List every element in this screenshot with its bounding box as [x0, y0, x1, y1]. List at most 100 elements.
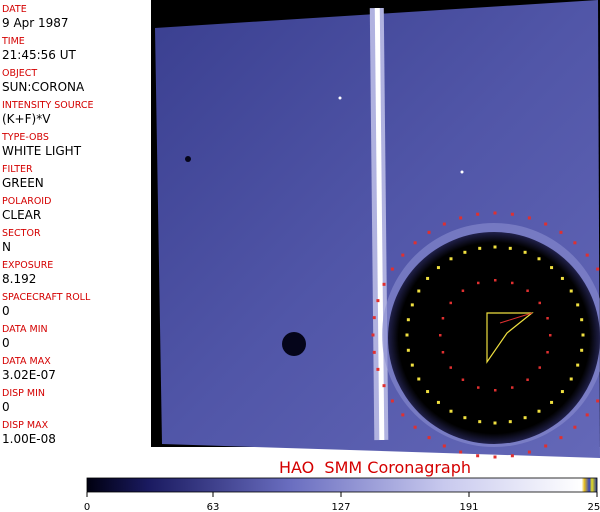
red-dot	[382, 384, 386, 388]
field-label: POLAROID	[2, 196, 52, 207]
red-dot	[476, 212, 480, 216]
field-label: INTENSITY SOURCE	[2, 100, 94, 111]
red-dot	[477, 386, 480, 389]
yellow-dot	[436, 400, 440, 404]
red-dot	[544, 222, 548, 226]
red-dot	[585, 253, 589, 257]
yellow-dot	[478, 420, 482, 424]
yellow-dot	[410, 303, 414, 307]
field-label: DISP MIN	[2, 388, 46, 399]
bright-pixel	[460, 170, 464, 174]
field-value: 9 Apr 1987	[2, 16, 69, 30]
yellow-dot	[523, 416, 527, 420]
red-dot	[476, 454, 480, 458]
yellow-dot	[550, 266, 554, 270]
pylon	[374, 7, 385, 441]
red-dot	[510, 386, 514, 389]
red-dot	[449, 301, 453, 305]
field-label: SPACECRAFT ROLL	[2, 292, 91, 303]
red-dot	[493, 211, 497, 215]
colorbar-tick-label: 255	[587, 502, 600, 512]
yellow-dot	[523, 250, 527, 254]
colorbar: 0 63 127 191 255	[84, 477, 600, 512]
occulting-disk	[388, 232, 600, 444]
red-dot	[546, 317, 549, 320]
red-dot	[510, 212, 514, 216]
yellow-dot	[576, 363, 580, 367]
yellow-dot	[449, 409, 453, 413]
field-label: TIME	[2, 36, 25, 47]
colorbar-tick-label: 127	[331, 502, 350, 512]
red-dot	[413, 425, 417, 429]
field-label: TYPE-OBS	[2, 132, 49, 143]
red-dot	[376, 367, 380, 371]
colorbar-tick-label: 0	[84, 502, 90, 512]
red-dot	[461, 378, 465, 381]
red-dot	[390, 399, 394, 403]
sector-outline	[486, 312, 534, 364]
yellow-dot	[463, 250, 467, 254]
field-value: 0	[2, 336, 10, 350]
field-label: EXPOSURE	[2, 260, 54, 271]
red-dot	[439, 334, 442, 337]
field-value: SUN:CORONA	[2, 80, 85, 94]
yellow-dot	[463, 416, 467, 420]
red-dot	[544, 444, 548, 448]
field-value: 3.02E-07	[2, 368, 56, 382]
red-dot	[459, 450, 463, 454]
field-label: DISP MAX	[2, 420, 49, 431]
yellow-dot	[406, 348, 410, 352]
red-dot	[527, 450, 531, 454]
yellow-dot	[580, 348, 584, 352]
red-dot	[442, 444, 446, 448]
yellow-dot	[478, 246, 482, 250]
dark-spot	[282, 332, 306, 356]
yellow-dot	[493, 421, 497, 425]
field-value: GREEN	[2, 176, 44, 190]
yellow-dot	[560, 276, 564, 280]
red-dot	[401, 413, 405, 417]
header-panel: DATE 9 Apr 1987 TIME 21:45:56 UT OBJECT SUN:C…	[0, 0, 152, 447]
field-value: (K+F)*V	[2, 112, 51, 126]
red-dot	[526, 378, 529, 381]
red-dot	[390, 267, 394, 271]
colorbar-tick-label: 63	[207, 502, 220, 512]
colorbar-tick-label: 191	[459, 502, 478, 512]
yellow-dot	[581, 333, 585, 337]
red-dot	[441, 317, 445, 320]
dark-spot-small	[185, 156, 191, 162]
red-dot	[546, 350, 549, 354]
sector-line	[499, 312, 533, 324]
yellow-dot	[569, 289, 573, 293]
field-value: 8.192	[2, 272, 37, 286]
red-dot	[559, 230, 563, 234]
image-title: HAO SMM Coronagraph	[279, 458, 471, 477]
yellow-dot	[537, 257, 541, 261]
yellow-dot	[436, 266, 440, 270]
red-dot	[573, 425, 577, 429]
red-dot	[527, 216, 531, 220]
yellow-dot	[560, 390, 564, 394]
field-label: DATA MIN	[2, 324, 48, 335]
yellow-dot	[449, 257, 453, 261]
field-value: CLEAR	[2, 208, 42, 222]
red-dot	[596, 267, 600, 271]
yellow-dot	[417, 289, 421, 293]
red-dot	[427, 230, 431, 234]
yellow-dot	[426, 276, 430, 280]
red-dot	[538, 301, 541, 305]
colorbar-ramp	[86, 477, 598, 493]
field-label: SECTOR	[2, 228, 41, 239]
yellow-dot	[508, 246, 512, 250]
red-dot	[371, 333, 375, 337]
field-value: 0	[2, 304, 10, 318]
yellow-dot	[550, 400, 554, 404]
red-dot	[526, 289, 529, 293]
red-dot	[441, 350, 445, 354]
red-dot	[372, 350, 376, 354]
yellow-dot	[569, 377, 573, 381]
red-dot	[494, 389, 497, 392]
field-label: DATA MAX	[2, 356, 51, 367]
